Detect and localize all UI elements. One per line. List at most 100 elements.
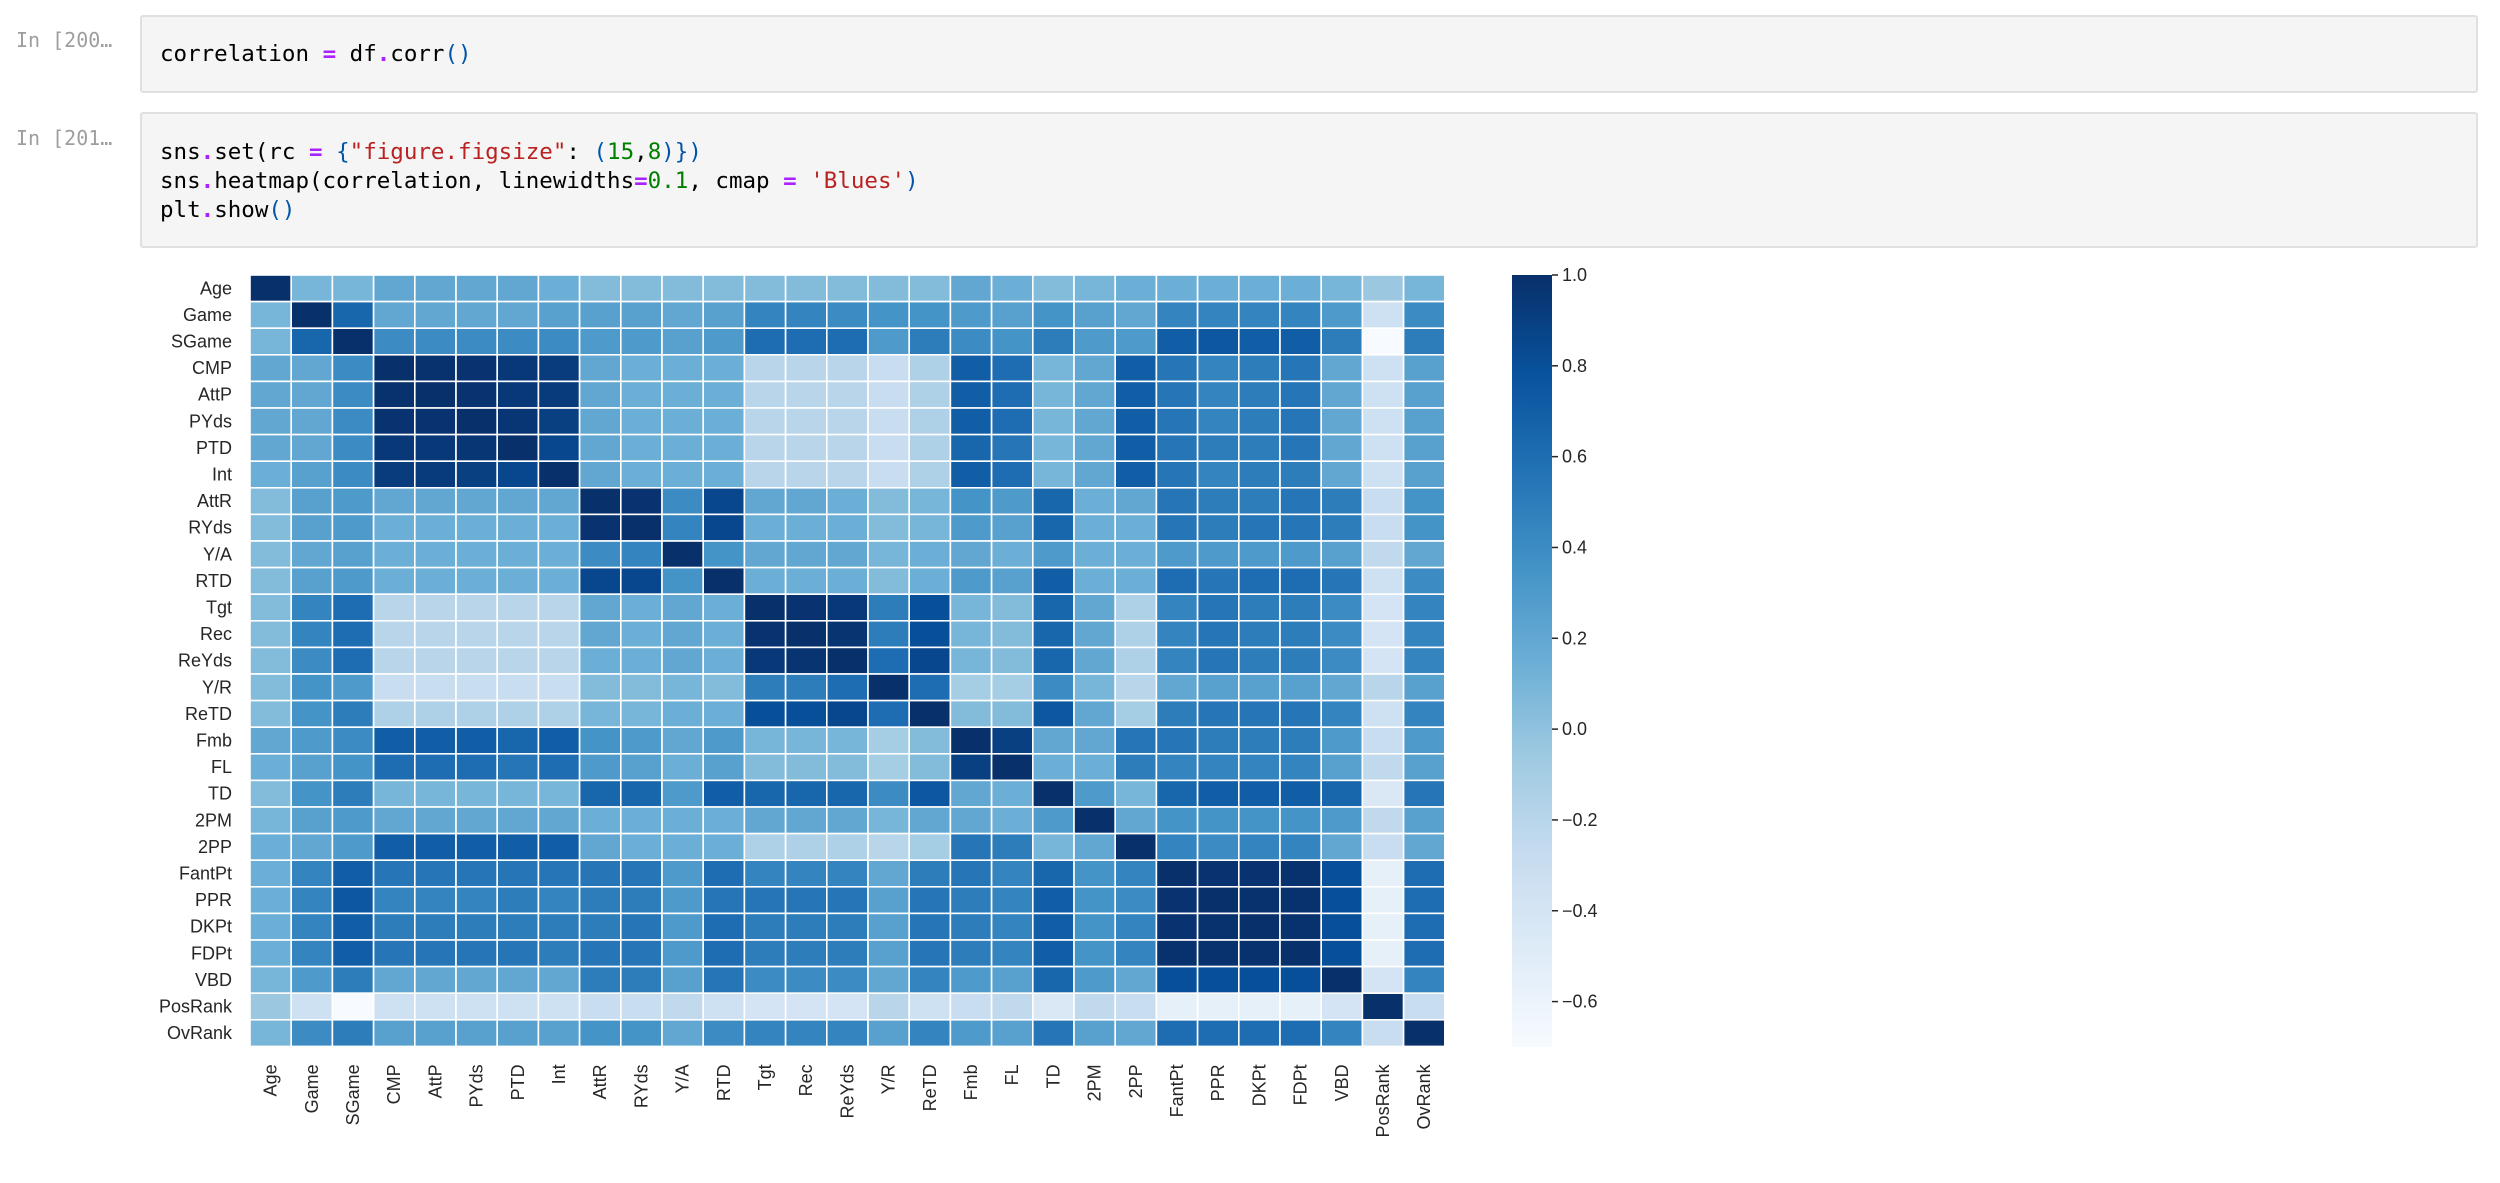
heatmap-cell bbox=[1279, 380, 1323, 409]
heatmap-cell bbox=[743, 460, 787, 489]
heatmap-cell bbox=[578, 965, 622, 994]
heatmap-cell bbox=[372, 939, 416, 968]
heatmap-cell bbox=[619, 1018, 663, 1048]
heatmap-cell bbox=[825, 407, 869, 436]
heatmap-cell bbox=[1032, 274, 1075, 303]
heatmap-cell bbox=[1238, 806, 1281, 835]
heatmap-cell bbox=[661, 407, 705, 436]
heatmap-cell bbox=[784, 806, 828, 835]
heatmap-cell bbox=[413, 327, 457, 356]
heatmap-cell bbox=[784, 353, 828, 383]
heatmap-cell bbox=[1238, 540, 1281, 569]
heatmap-cell bbox=[1361, 353, 1405, 383]
heatmap-cell bbox=[825, 752, 869, 782]
heatmap-cell bbox=[578, 699, 622, 728]
heatmap-cell bbox=[1402, 619, 1446, 649]
heatmap-cell bbox=[455, 673, 499, 702]
heatmap-cell bbox=[1032, 646, 1075, 675]
heatmap-cell bbox=[1320, 699, 1364, 728]
heatmap-cell bbox=[661, 300, 705, 330]
heatmap-cell bbox=[249, 566, 293, 595]
heatmap-cell bbox=[249, 407, 293, 436]
heatmap-cell bbox=[290, 939, 334, 968]
heatmap-cell bbox=[1114, 460, 1158, 489]
heatmap-cell bbox=[1361, 885, 1405, 915]
heatmap-cell bbox=[825, 779, 869, 808]
heatmap-cell bbox=[578, 779, 622, 808]
heatmap-cell bbox=[1196, 992, 1240, 1021]
heatmap-cell bbox=[990, 646, 1034, 675]
heatmap-cell bbox=[537, 486, 581, 516]
heatmap-cell bbox=[949, 619, 993, 649]
heatmap-cell bbox=[1402, 939, 1446, 968]
code-cell-2[interactable]: sns.set(rc = {"figure.figsize": (15,8)})… bbox=[140, 112, 2478, 248]
heatmap-cell bbox=[1320, 726, 1364, 755]
heatmap-cell bbox=[867, 566, 911, 595]
heatmap-cell bbox=[537, 939, 581, 968]
heatmap-cell bbox=[290, 992, 334, 1021]
heatmap-cell bbox=[1114, 965, 1158, 994]
heatmap-cell bbox=[1155, 353, 1199, 383]
y-tick-label: SGame bbox=[171, 332, 232, 352]
heatmap-cell bbox=[496, 885, 540, 915]
heatmap-cell bbox=[331, 327, 375, 356]
heatmap-cell bbox=[1032, 806, 1075, 835]
heatmap-cell bbox=[1279, 433, 1323, 463]
heatmap-cell bbox=[249, 646, 293, 675]
heatmap-cell bbox=[702, 646, 746, 675]
heatmap-cell bbox=[331, 460, 375, 489]
heatmap-cell bbox=[990, 540, 1034, 569]
heatmap-cell bbox=[825, 832, 869, 861]
heatmap-cell bbox=[619, 646, 663, 675]
heatmap-cell bbox=[537, 646, 581, 675]
heatmap-cell bbox=[1114, 353, 1158, 383]
heatmap-cell bbox=[1402, 806, 1446, 835]
heatmap-cell bbox=[1032, 407, 1075, 436]
heatmap-cell bbox=[702, 486, 746, 516]
heatmap-cell bbox=[743, 407, 787, 436]
code-token: . bbox=[200, 168, 215, 194]
heatmap-cell bbox=[1032, 832, 1075, 861]
heatmap-cell bbox=[331, 619, 375, 649]
heatmap-cell bbox=[702, 353, 746, 383]
heatmap-cell bbox=[413, 540, 457, 569]
heatmap-cell bbox=[1032, 779, 1075, 808]
heatmap-cell bbox=[290, 380, 334, 409]
y-tick-label: Tgt bbox=[206, 598, 232, 618]
heatmap-cell bbox=[249, 300, 293, 330]
heatmap-cell bbox=[578, 646, 622, 675]
heatmap-cell bbox=[949, 885, 993, 915]
heatmap-cell bbox=[784, 699, 828, 728]
heatmap-cell bbox=[784, 1018, 828, 1048]
code-cell-1[interactable]: correlation = df.corr() bbox=[140, 15, 2478, 93]
heatmap-cell bbox=[990, 1018, 1034, 1048]
heatmap-cell bbox=[784, 859, 828, 888]
code-token: set(rc bbox=[214, 139, 310, 165]
heatmap-cell bbox=[1361, 486, 1405, 516]
heatmap-cell bbox=[372, 832, 416, 861]
code-token: = bbox=[309, 139, 323, 165]
heatmap-cell bbox=[413, 353, 457, 383]
x-tick-label: PosRank bbox=[1373, 1063, 1393, 1137]
heatmap-cell bbox=[578, 513, 622, 542]
heatmap-cell bbox=[619, 460, 663, 489]
heatmap-cell bbox=[413, 806, 457, 835]
heatmap-cell bbox=[249, 859, 293, 888]
heatmap-cell bbox=[578, 912, 622, 941]
heatmap-cell bbox=[331, 513, 375, 542]
heatmap-cell bbox=[825, 433, 869, 463]
heatmap-cell bbox=[1402, 327, 1446, 356]
heatmap-cell bbox=[537, 859, 581, 888]
heatmap-cell bbox=[1196, 832, 1240, 861]
heatmap-cell bbox=[867, 912, 911, 941]
code-token: { bbox=[336, 139, 350, 165]
heatmap-cell bbox=[249, 806, 293, 835]
heatmap-cell bbox=[1114, 1018, 1158, 1048]
heatmap-cell bbox=[413, 859, 457, 888]
heatmap-cell bbox=[1402, 1018, 1446, 1048]
heatmap-cell bbox=[455, 619, 499, 649]
heatmap-cell bbox=[908, 1018, 952, 1048]
heatmap-cell bbox=[290, 353, 334, 383]
code-token: corr bbox=[390, 41, 445, 67]
heatmap-cell bbox=[661, 353, 705, 383]
